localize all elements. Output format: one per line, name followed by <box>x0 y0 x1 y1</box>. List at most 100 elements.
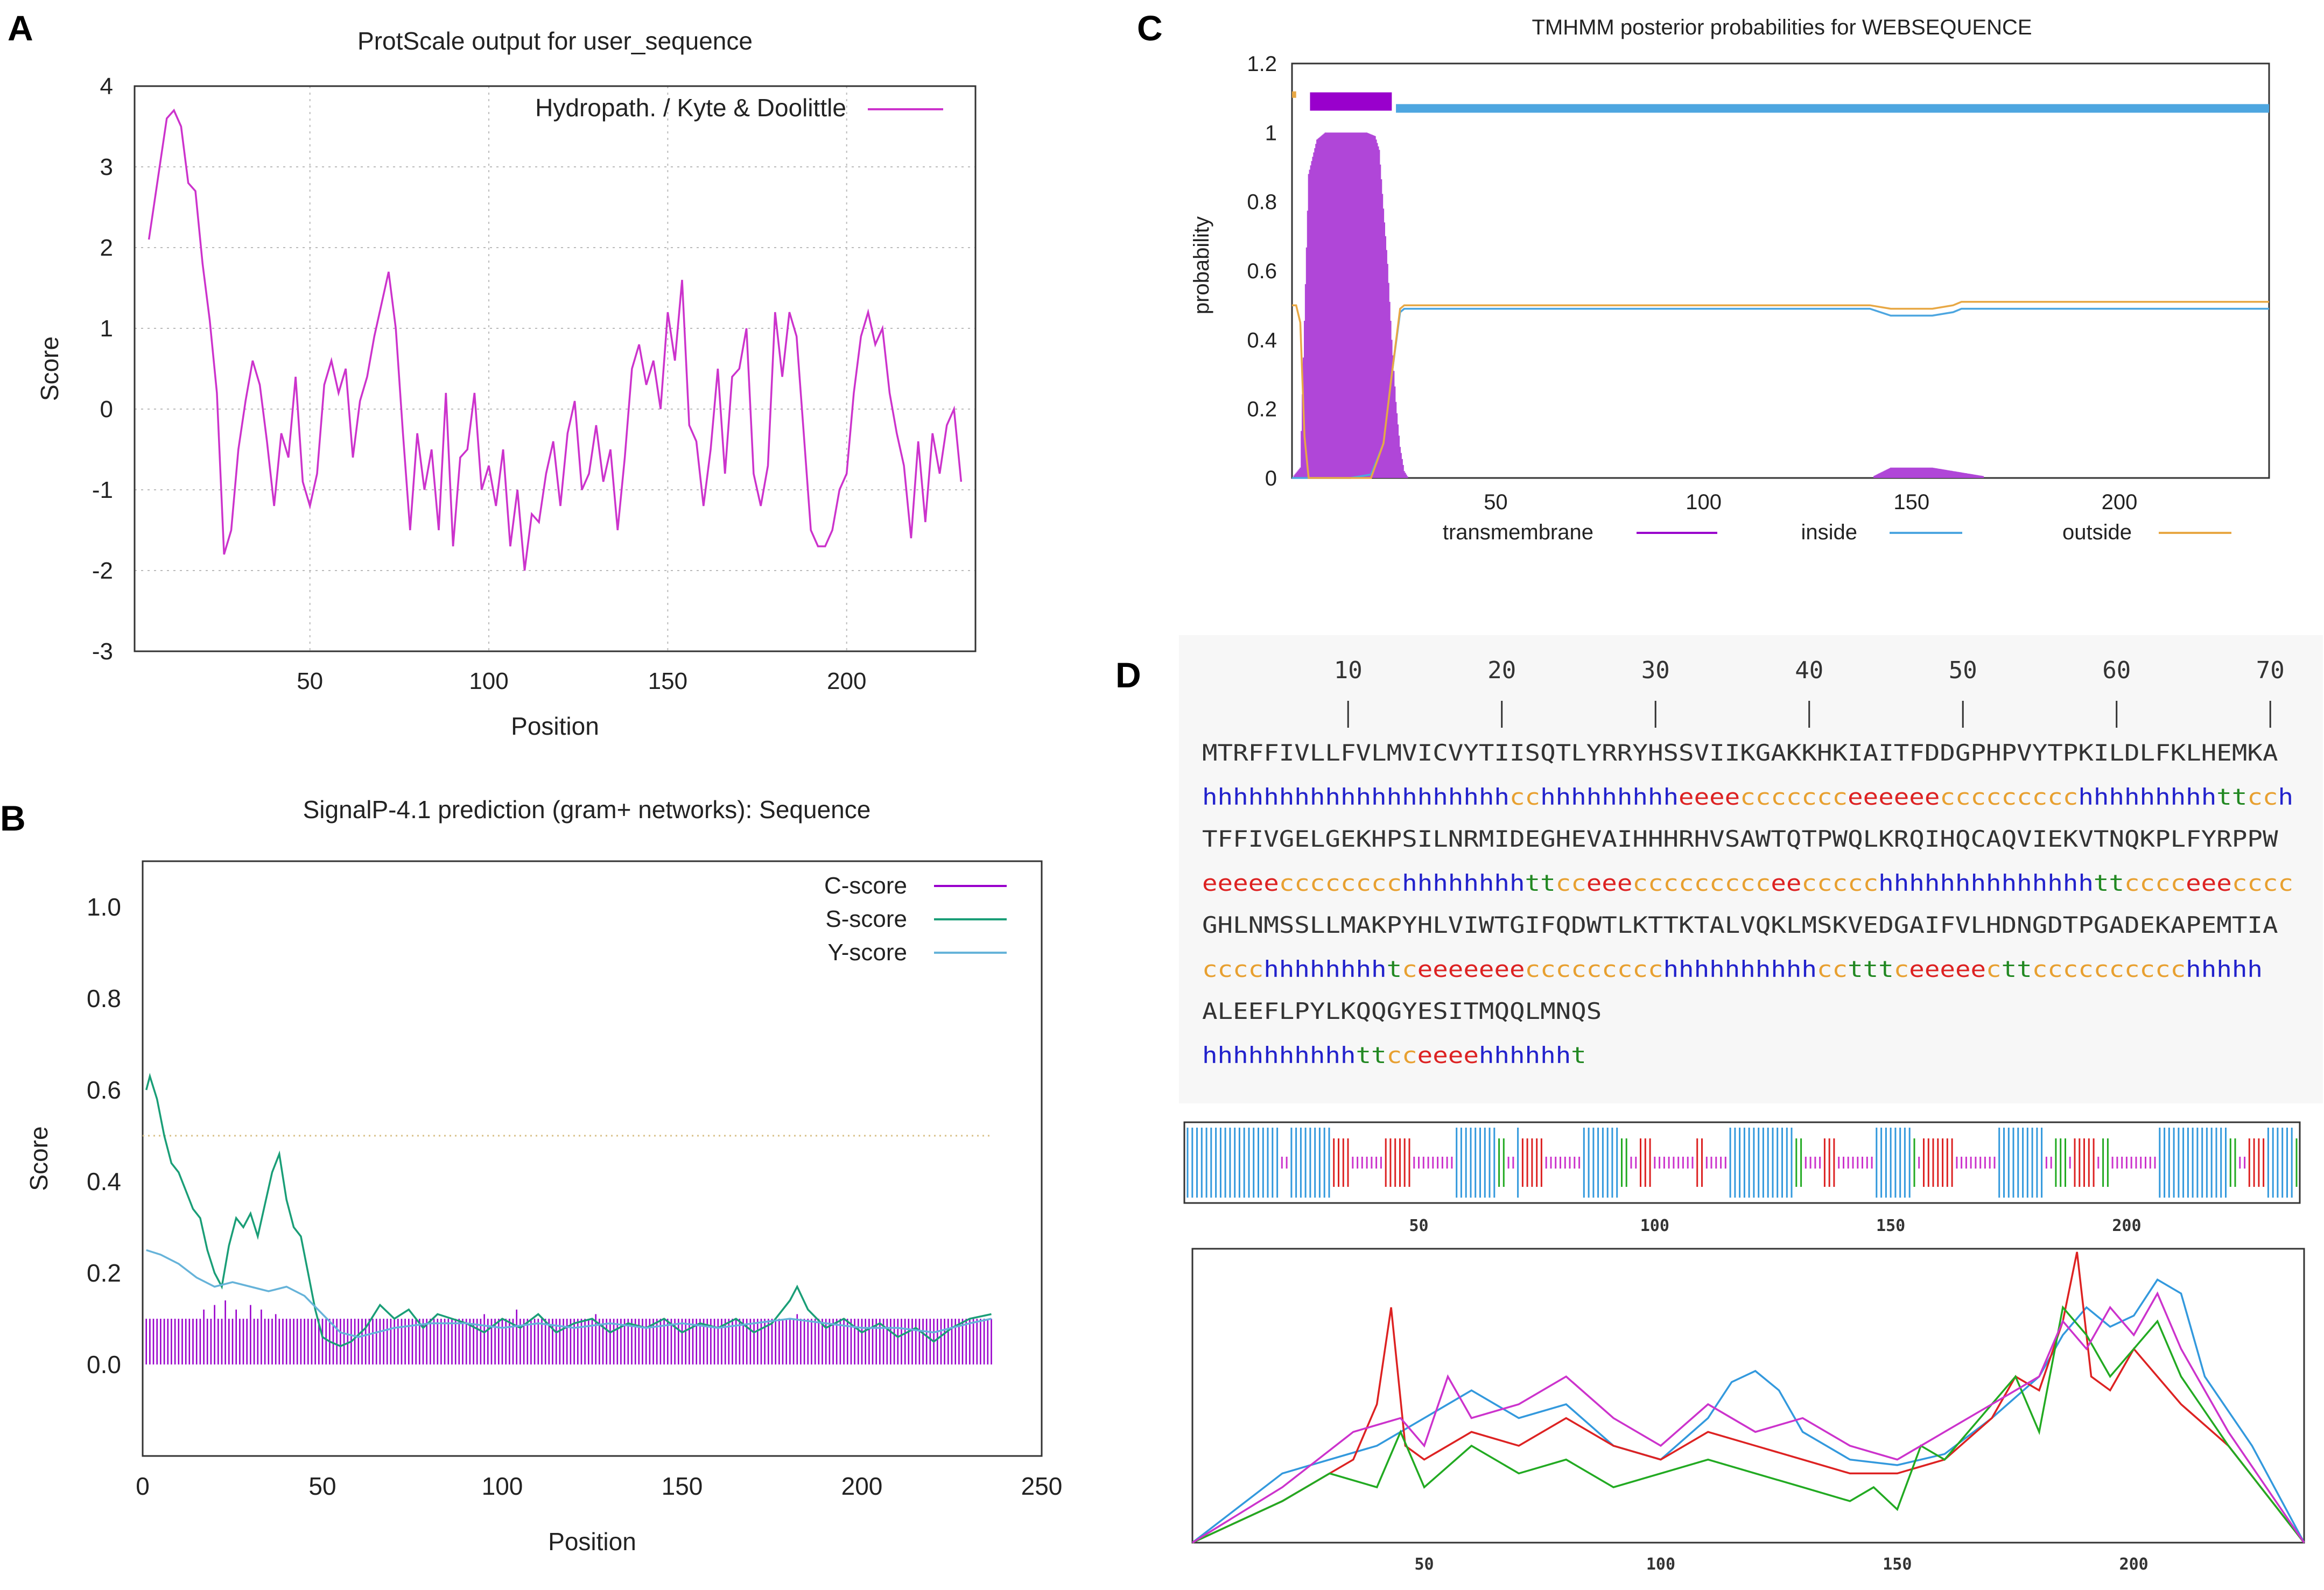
track-tick-label: 100 <box>1640 1216 1669 1235</box>
ss-run-c: ccccccccc <box>1525 956 1663 982</box>
sequence-line: ALEEFLPYLKQQGYESITMQQLMNQS <box>1202 998 1602 1024</box>
sequence-line: GHLNMSSLLMAKPYHLVIWTGIFQDWTLKTTKTALVQKLM… <box>1202 912 2278 938</box>
sequence-line: TFFIVGELGEKHPSILNRMIDEGHEVAIHHHRHVSAWTQT… <box>1202 826 2278 852</box>
chart-c-title: TMHMM posterior probabilities for WEBSEQ… <box>1532 16 2032 39</box>
ss-run-e: eeeee <box>1202 870 1279 896</box>
ss-run-c: cccccccc <box>1279 870 1402 896</box>
transmembrane-impulses <box>1293 132 1984 478</box>
ss-run-e: eeee <box>1679 784 1740 810</box>
y-tick-label: 1 <box>100 315 113 342</box>
track-tick-label: 150 <box>1876 1216 1905 1235</box>
s-score-line <box>145 1073 992 1347</box>
profile-tick-label: 50 <box>1415 1555 1434 1574</box>
plot-frame <box>134 85 977 652</box>
panel-d: D 10 20 30 40 50 60 70 MTRFFIVLLFVLMVICVYTIISQT… <box>1098 635 2324 1590</box>
ss-run-c: cc <box>1556 870 1586 896</box>
ss-run-t: tt <box>2216 784 2247 810</box>
x-tick-label: 250 <box>1021 1472 1063 1500</box>
ruler-label: 70 <box>2256 657 2285 684</box>
x-axis-label: Position <box>548 1528 636 1556</box>
ss-run-h: hhhhhhhhhh <box>1663 956 1816 982</box>
ss-run-h: hhhhhhhh <box>1263 956 1386 982</box>
y-tick-label: 0 <box>100 396 113 423</box>
structure-track-t <box>1498 1138 2298 1187</box>
y-tick-label: 1.2 <box>1247 52 1277 76</box>
ss-run-h: hhhhhhhh <box>1402 870 1525 896</box>
y-tick-label: 0.8 <box>87 984 121 1012</box>
ss-run-c: cccccccccc <box>2032 956 2186 982</box>
c-score-bars <box>145 1300 992 1364</box>
ss-run-e: ee <box>1771 870 1801 896</box>
x-tick-label: 50 <box>1484 490 1508 514</box>
y-tick-label: 0.4 <box>1247 328 1277 352</box>
hydropathy-line <box>148 108 963 571</box>
panel-b-letter: B <box>0 798 26 838</box>
secondary-structure-line: eeeee cccccccc hhhhhhhh tt cc eee ccccccccc ee c… <box>1202 870 2293 896</box>
ss-run-c: cc <box>1387 1042 1417 1068</box>
plot-frame <box>142 860 1043 1457</box>
y-tick-label: 0.2 <box>1247 398 1277 421</box>
ruler-label: 20 <box>1487 657 1516 684</box>
tmhmm-chart: TMHMM posterior probabilities for WEBSEQ… <box>1190 16 2270 544</box>
track-tick-label: 200 <box>2112 1216 2141 1235</box>
structure-track-c <box>1281 1157 2246 1169</box>
y-tick-label: -3 <box>92 638 113 665</box>
ss-run-e: eeeeeee <box>1417 956 1525 982</box>
y-score-line <box>146 1249 992 1338</box>
ss-run-c: ccccc <box>1801 870 1878 896</box>
x-tick-label: 0 <box>136 1472 150 1500</box>
ss-run-h: hhhhhh <box>1479 1042 1571 1068</box>
y-tick-label: -1 <box>92 477 113 503</box>
ss-run-e: eee <box>2186 870 2232 896</box>
ss-run-h: hhhhhhhhhh <box>1202 1042 1356 1068</box>
profile-line-turn <box>1192 1305 2305 1544</box>
secondary-structure-line: cccc hhhhhhhh tceeeeeee ccccccccc hhhhhhhhhh… <box>1202 956 2263 982</box>
y-tick-label: 0.4 <box>87 1167 121 1195</box>
ss-run-c: c <box>1986 956 2002 982</box>
inside-legend-label: inside <box>1801 520 1857 544</box>
ss-run-t: ttt <box>1848 956 1894 982</box>
profile-line-helix <box>1191 1278 2305 1544</box>
ss-run-t: tt <box>2002 956 2032 982</box>
ss-run-t: tt <box>1525 870 1556 896</box>
y-tick-label: 1.0 <box>87 893 121 921</box>
y-axis-label: Score <box>25 1126 53 1191</box>
topology-bar-inside <box>1396 104 2269 113</box>
plot-frame <box>1291 62 2270 479</box>
y-tick-label: 3 <box>100 154 113 180</box>
ss-run-c: cccc <box>2232 870 2293 896</box>
sopma-chart: 10 20 30 40 50 60 70 MTRFFIVLLFVLMVICVYTIISQTLY… <box>1183 657 2305 1574</box>
y-axis-label: Score <box>36 336 64 401</box>
ss-run-c: c <box>1894 956 1909 982</box>
ss-run-c: cccc <box>1202 956 1263 982</box>
structure-track-e <box>1333 1138 2265 1187</box>
ruler-label: 40 <box>1795 657 1823 684</box>
ss-run-c: cc <box>1509 784 1540 810</box>
ss-run-c: cc <box>2247 784 2278 810</box>
y-tick-label: 0.6 <box>1247 259 1277 283</box>
panel-b: B SignalP-4.1 prediction (gram+ networks… <box>0 775 1077 1590</box>
transmembrane-legend-label: transmembrane <box>1443 520 1593 544</box>
ss-run-c: cc <box>1817 956 1848 982</box>
ruler-label: 50 <box>1949 657 1977 684</box>
x-tick-label: 150 <box>662 1472 703 1500</box>
y-tick-label: 1 <box>1265 121 1277 145</box>
outside-legend-label: outside <box>2062 520 2132 544</box>
chart-b-title: SignalP-4.1 prediction (gram+ networks):… <box>303 796 871 824</box>
panel-a: A ProtScale output for user_sequence 50 10… <box>0 0 1023 770</box>
y-tick-label: 0.8 <box>1247 191 1277 214</box>
c-score-legend-label: C-score <box>824 873 907 899</box>
y-tick-label: 4 <box>100 73 113 100</box>
ss-run-c: cccc <box>2124 870 2186 896</box>
y-score-legend-label: Y-score <box>827 939 907 966</box>
x-tick-label: 200 <box>841 1472 883 1500</box>
ss-run-t: tt <box>1356 1042 1386 1068</box>
ruler-label: 60 <box>2102 657 2131 684</box>
panel-d-letter: D <box>1115 655 1141 695</box>
ss-run-e: eeee <box>1417 1042 1479 1068</box>
ss-run-h: hhhhhhhhhhhhhhhhhhhh <box>1202 784 1509 810</box>
profile-tick-label: 200 <box>2119 1555 2149 1574</box>
ss-run-c: c <box>1402 956 1417 982</box>
ruler-label: 10 <box>1334 657 1363 684</box>
topology-bar-outside <box>1292 91 1296 98</box>
